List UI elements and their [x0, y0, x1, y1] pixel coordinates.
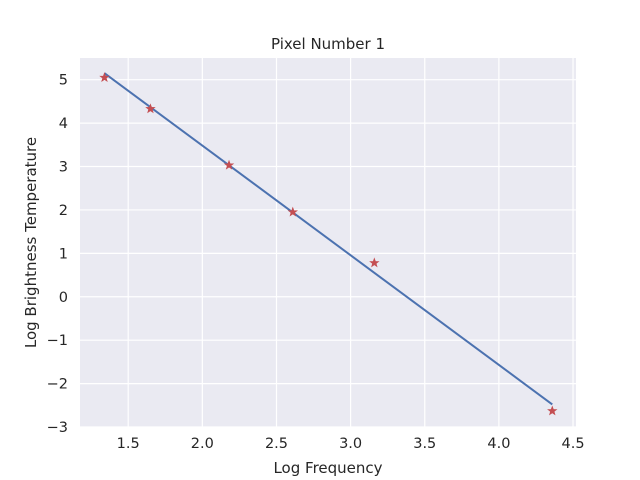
series-lines [103, 72, 553, 406]
y-tick-label: −2 [47, 377, 68, 393]
y-tick-label: 5 [59, 73, 68, 89]
x-axis-title: Log Frequency [273, 459, 382, 477]
plot-background [80, 58, 576, 427]
x-tick-label: 2.0 [191, 436, 214, 452]
data-point-star [223, 159, 235, 170]
data-point-star [99, 72, 110, 82]
y-tick-label: 1 [59, 246, 68, 262]
y-tick-label: 4 [59, 116, 68, 132]
y-tick-label: 3 [59, 160, 68, 176]
data-point-star [145, 103, 156, 114]
fit-line [103, 72, 553, 406]
data-point-star [287, 206, 298, 217]
x-tick-label: 4.0 [487, 436, 510, 452]
data-point-star [547, 405, 558, 416]
data-point-star [369, 257, 380, 268]
x-tick-label: 4.5 [562, 436, 585, 452]
chart-title: Pixel Number 1 [271, 35, 385, 53]
y-tick-label: 0 [59, 290, 68, 306]
y-axis-title: Log Brightness Temperature [22, 137, 40, 348]
y-tick-label: −1 [47, 333, 68, 349]
x-tick-label: 1.5 [117, 436, 140, 452]
y-tick-label: −3 [47, 420, 68, 436]
grid [80, 58, 576, 428]
x-tick-label: 3.5 [413, 436, 436, 452]
series-points [99, 72, 558, 416]
x-tick-label: 2.5 [265, 436, 288, 452]
y-tick-label: 2 [59, 203, 68, 219]
x-tick-label: 3.0 [339, 436, 362, 452]
tick-labels: 1.5 2.0 2.5 3.0 3.5 4.0 4.5 −3 −2 −1 0 1 2 3 4 5 [47, 73, 585, 452]
